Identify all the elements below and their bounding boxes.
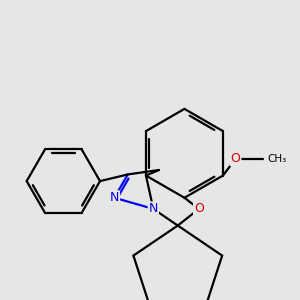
Text: CH₃: CH₃	[268, 154, 287, 164]
Text: O: O	[194, 202, 204, 215]
Text: N: N	[110, 191, 119, 204]
Text: O: O	[231, 152, 241, 165]
Text: N: N	[148, 202, 158, 215]
